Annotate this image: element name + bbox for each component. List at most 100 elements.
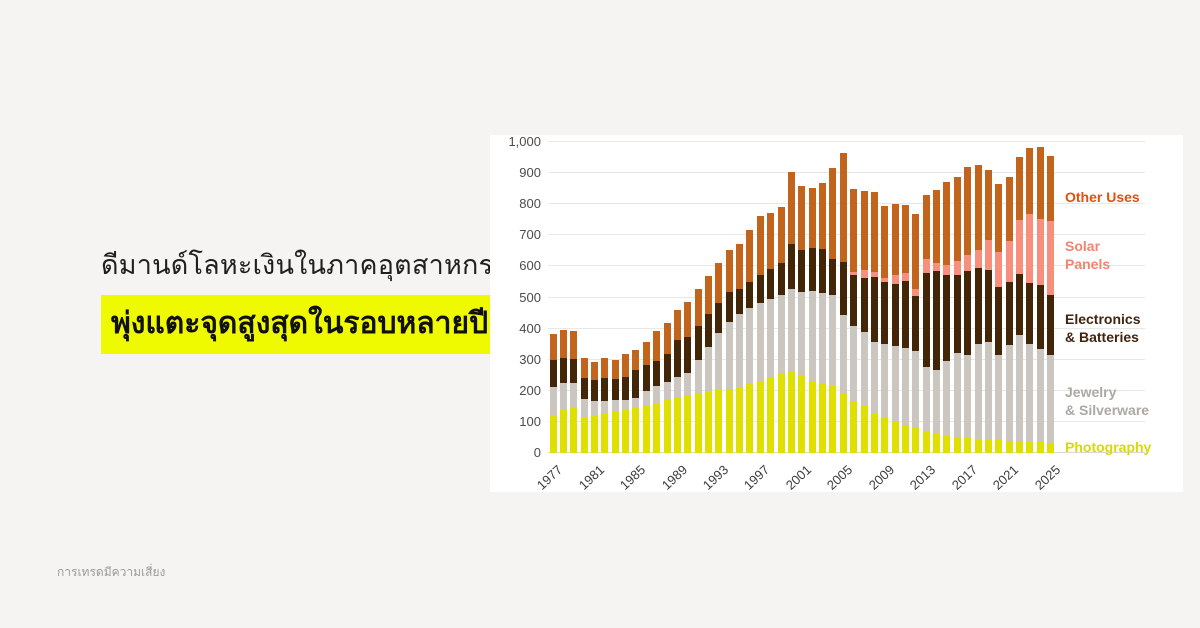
bar-1996	[746, 142, 754, 453]
segment-photography-2006	[850, 401, 858, 453]
bar-2005	[839, 142, 847, 453]
segment-photography-1994	[725, 388, 733, 453]
segment-photography-1997	[756, 381, 764, 453]
segment-photography-1993	[715, 390, 723, 453]
segment-jewelry-silverware-2013	[922, 367, 930, 431]
x-axis-tick-2025: 2025	[1031, 462, 1063, 493]
segment-other-uses-2009	[881, 206, 889, 278]
y-axis-tick-200: 200	[519, 382, 541, 398]
segment-other-uses-1980	[580, 357, 588, 379]
bar-2023	[1026, 142, 1034, 453]
segment-photography-2001	[798, 375, 806, 453]
bar-2018	[974, 142, 982, 453]
bar-2012	[912, 142, 920, 453]
bar-2010	[891, 142, 899, 453]
bar-1981	[590, 142, 598, 453]
segment-other-uses-1986	[642, 342, 650, 366]
segment-electronics-batteries-2020	[995, 286, 1003, 355]
y-axis-tick-700: 700	[519, 227, 541, 243]
segment-photography-2002	[808, 381, 816, 453]
bar-2017	[964, 142, 972, 453]
bar-1989	[673, 142, 681, 453]
segment-other-uses-2020	[995, 184, 1003, 252]
bar-2019	[984, 142, 992, 453]
segment-electronics-batteries-1994	[725, 291, 733, 323]
segment-photography-1996	[746, 383, 754, 453]
segment-solar-panels-2022	[1016, 220, 1024, 274]
segment-photography-1982	[601, 413, 609, 453]
segment-jewelry-silverware-2007	[860, 332, 868, 406]
segment-electronics-batteries-1985	[632, 369, 640, 398]
segment-other-uses-2000	[787, 172, 795, 244]
segment-electronics-batteries-1993	[715, 302, 723, 334]
segment-photography-2013	[922, 430, 930, 453]
segment-jewelry-silverware-2020	[995, 354, 1003, 440]
segment-jewelry-silverware-2016	[953, 352, 961, 437]
segment-electronics-batteries-2019	[984, 270, 992, 342]
segment-other-uses-1982	[601, 357, 609, 378]
bar-1986	[642, 142, 650, 453]
segment-jewelry-silverware-2000	[787, 289, 795, 372]
segment-electronics-batteries-2013	[922, 272, 930, 368]
segment-jewelry-silverware-1986	[642, 390, 650, 407]
chart-panel: 1977 1981 1985 1989 1993 1997 2001 2005 2009 2013…	[490, 134, 1183, 493]
y-axis-tick-300: 300	[519, 351, 541, 367]
segment-other-uses-2021	[1005, 177, 1013, 242]
bar-2022	[1016, 142, 1024, 453]
segment-electronics-batteries-1990	[684, 337, 692, 374]
segment-other-uses-1998	[767, 212, 775, 269]
segment-photography-1983	[611, 411, 619, 453]
segment-jewelry-silverware-2011	[901, 347, 909, 425]
x-axis-tick-2013: 2013	[907, 462, 939, 493]
bar-1979	[570, 142, 578, 453]
legend-other-uses: Other Uses	[1065, 189, 1140, 205]
y-axis-tick-0: 0	[533, 445, 541, 460]
y-axis-tick-800: 800	[519, 196, 541, 212]
segment-photography-2000	[787, 371, 795, 453]
bar-2004	[829, 142, 837, 453]
x-axis-tick-2009: 2009	[865, 462, 897, 493]
bar-1991	[694, 142, 702, 453]
segment-jewelry-silverware-1989	[673, 377, 681, 398]
segment-electronics-batteries-2025	[1047, 295, 1055, 355]
segment-solar-panels-2024	[1036, 218, 1044, 286]
segment-photography-2017	[964, 438, 972, 453]
segment-jewelry-silverware-2004	[829, 294, 837, 387]
segment-other-uses-1987	[653, 330, 661, 361]
segment-photography-1986	[642, 406, 650, 453]
bar-2007	[860, 142, 868, 453]
segment-other-uses-2024	[1036, 147, 1044, 219]
segment-jewelry-silverware-1996	[746, 308, 754, 384]
segment-jewelry-silverware-2001	[798, 291, 806, 376]
legend-electronics-batteries: Electronics & Batteries	[1065, 311, 1141, 345]
segment-photography-2007	[860, 405, 868, 453]
segment-electronics-batteries-1987	[653, 360, 661, 387]
segment-jewelry-silverware-1998	[767, 299, 775, 379]
segment-other-uses-1977	[549, 333, 557, 360]
segment-jewelry-silverware-1979	[570, 383, 578, 408]
y-axis-tick-500: 500	[519, 289, 541, 305]
bar-2015	[943, 142, 951, 453]
segment-jewelry-silverware-1987	[653, 386, 661, 403]
y-axis-tick-600: 600	[519, 258, 541, 274]
segment-electronics-batteries-2008	[870, 277, 878, 342]
segment-electronics-batteries-2024	[1036, 285, 1044, 349]
segment-electronics-batteries-2007	[860, 277, 868, 333]
title-block: ดีมานด์โลหะเงินในภาคอุตสาหกรรม พุ่งแตะจุ…	[101, 243, 526, 354]
segment-jewelry-silverware-1991	[694, 359, 702, 394]
segment-photography-2020	[995, 439, 1003, 453]
bar-2003	[819, 142, 827, 453]
segment-photography-2004	[829, 386, 837, 453]
segment-photography-1991	[694, 393, 702, 453]
segment-other-uses-1996	[746, 229, 754, 282]
segment-photography-2018	[974, 439, 982, 453]
segment-jewelry-silverware-1995	[736, 313, 744, 388]
segment-photography-1988	[663, 399, 671, 453]
segment-photography-2012	[912, 428, 920, 453]
x-axis-tick-1985: 1985	[616, 462, 649, 493]
segment-jewelry-silverware-2010	[891, 345, 899, 423]
segment-jewelry-silverware-2023	[1026, 343, 1034, 442]
segment-photography-2003	[819, 383, 827, 453]
bar-1977	[549, 142, 557, 453]
segment-jewelry-silverware-1992	[705, 347, 712, 393]
